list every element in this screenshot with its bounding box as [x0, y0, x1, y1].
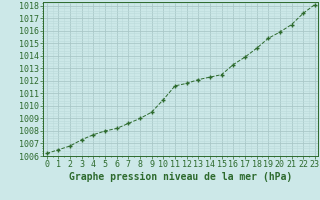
X-axis label: Graphe pression niveau de la mer (hPa): Graphe pression niveau de la mer (hPa): [69, 172, 292, 182]
